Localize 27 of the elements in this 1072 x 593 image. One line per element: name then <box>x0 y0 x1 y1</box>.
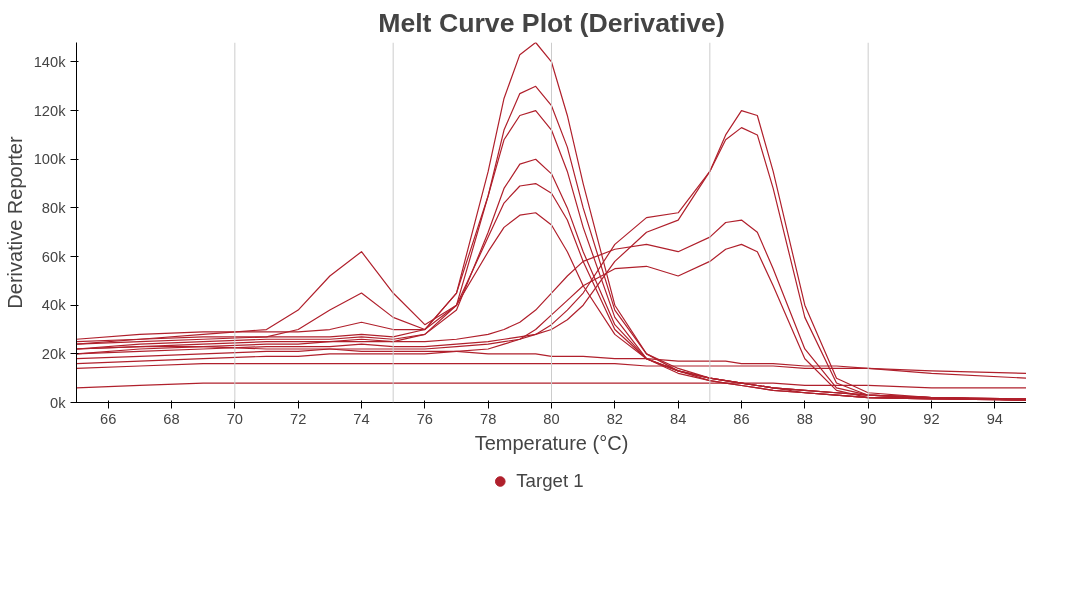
x-tick-label: 68 <box>163 410 180 427</box>
x-tick-label: 92 <box>923 410 940 427</box>
x-tick-label: 76 <box>416 410 433 427</box>
x-tick-label: 86 <box>733 410 750 427</box>
x-tick-label: 66 <box>100 410 117 427</box>
x-tick-label: 88 <box>796 410 813 427</box>
y-tick-label: 20k <box>41 345 67 362</box>
y-tick-label: 80k <box>41 199 67 216</box>
x-tick-label: 78 <box>480 410 497 427</box>
x-tick-label: 82 <box>606 410 623 427</box>
x-tick-label: 72 <box>290 410 307 427</box>
y-axis-title: Derivative Reporter <box>3 136 26 309</box>
y-tick-label: 100k <box>33 151 67 168</box>
y-tick-label: 40k <box>41 297 67 314</box>
y-tick-label: 0k <box>50 394 67 411</box>
x-axis-title: Temperature (°C) <box>474 431 629 454</box>
y-tick-label: 120k <box>33 102 67 119</box>
x-tick-label: 84 <box>670 410 687 427</box>
y-tick-label: 140k <box>33 53 67 70</box>
x-tick-label: 74 <box>353 410 370 427</box>
x-tick-label: 94 <box>986 410 1003 427</box>
x-tick-label: 80 <box>543 410 560 427</box>
legend-label: Target 1 <box>516 470 584 492</box>
x-tick-label: 70 <box>226 410 243 427</box>
chart-title: Melt Curve Plot (Derivative) <box>378 7 725 38</box>
x-tick-label: 90 <box>860 410 877 427</box>
y-tick-label: 60k <box>41 248 67 265</box>
